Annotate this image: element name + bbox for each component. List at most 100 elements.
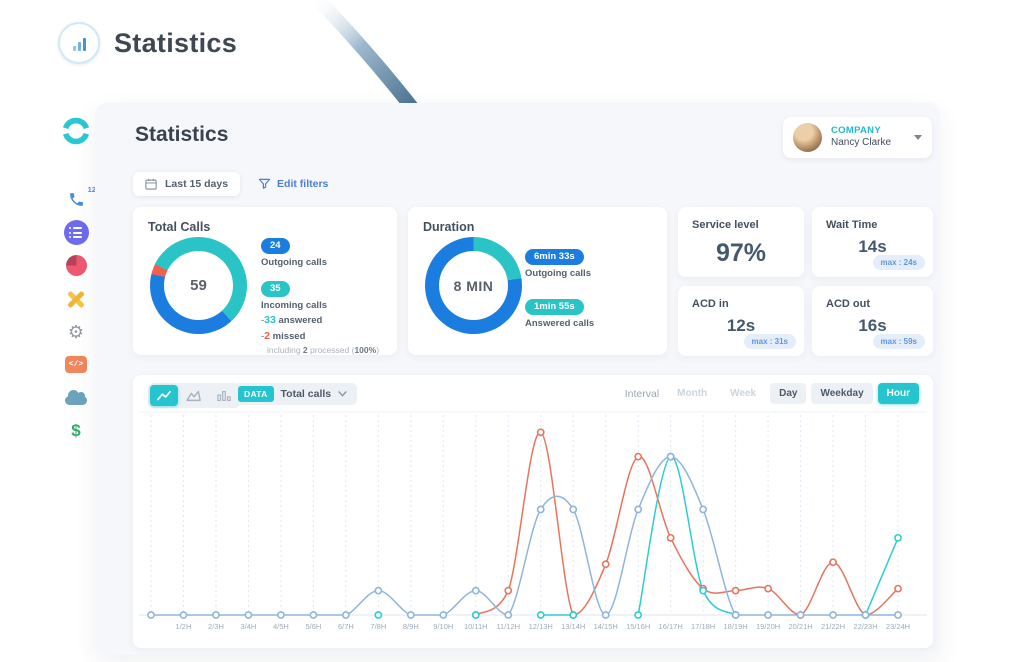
wait-time-value: 14s — [858, 237, 887, 256]
service-level-value: 97% — [715, 239, 767, 267]
gear-icon: ⚙ — [67, 321, 85, 342]
avatar — [793, 123, 822, 152]
svg-text:1/2H: 1/2H — [176, 622, 192, 631]
data-selected-value: Total calls — [280, 388, 332, 400]
interval-label: Interval — [624, 387, 660, 400]
edit-filters-button[interactable]: Edit filters — [258, 178, 328, 190]
svg-text:12/13H: 12/13H — [529, 622, 553, 631]
acd-in-max-badge: max : 31s — [743, 334, 796, 349]
sidebar-item-api[interactable]: </> — [58, 348, 94, 381]
svg-text:19/20H: 19/20H — [756, 622, 780, 631]
svg-text:7/8H: 7/8H — [370, 622, 386, 631]
svg-text:20/21H: 20/21H — [788, 622, 812, 631]
calls-count-badge: 12 — [87, 185, 96, 194]
service-level-title: Service level — [692, 219, 759, 231]
traffic-chart-card: DATA Total calls Interval Month Week Day… — [133, 375, 933, 648]
total-calls-title: Total Calls — [148, 220, 211, 234]
svg-text:2/3H: 2/3H — [208, 622, 224, 631]
crossed-swords-icon — [65, 288, 87, 310]
sidebar-item-reports[interactable] — [58, 249, 94, 282]
sidebar-item-settings[interactable]: ⚙ — [58, 315, 94, 348]
total-calls-card: Total Calls 59 24 Outgoing calls 35 Inco… — [133, 207, 397, 355]
sidebar-item-billing[interactable]: $ — [58, 414, 94, 447]
main-panel: Statistics COMPANY Nancy Clarke Last 15 … — [95, 103, 940, 655]
duration-legend: 6min 33s Outgoing calls 1min 55s Answere… — [525, 247, 594, 328]
svg-text:8/9H: 8/9H — [403, 622, 419, 631]
chart-type-bar-button[interactable] — [210, 385, 238, 406]
svg-text:21/22H: 21/22H — [821, 622, 845, 631]
app-logo-chart-icon — [58, 22, 100, 64]
svg-text:14/15H: 14/15H — [594, 622, 618, 631]
incoming-calls-label: Incoming calls — [261, 299, 327, 311]
date-range-button[interactable]: Last 15 days — [133, 172, 241, 196]
data-chip: DATA — [238, 386, 274, 402]
chart-type-switcher — [148, 383, 240, 408]
phone-icon — [69, 193, 83, 206]
list-icon — [63, 220, 89, 245]
pie-chart-icon — [65, 255, 87, 276]
wait-time-card: Wait Time 14s max : 24s — [812, 207, 933, 277]
answered-value: 33 — [264, 314, 276, 326]
svg-text:17/18H: 17/18H — [691, 622, 715, 631]
chart-toolbar: DATA Total calls Interval Month Week Day… — [133, 375, 933, 411]
answered-line: -33 answered — [261, 314, 323, 326]
duration-donut: 8 MIN — [425, 237, 522, 334]
sidebar-item-tools[interactable] — [58, 282, 94, 315]
interval-switcher: Interval Month Week Day Weekday Hour — [625, 383, 919, 404]
acd-out-value: 16s — [858, 316, 887, 335]
app-logo-title: Statistics — [114, 27, 238, 58]
svg-text:13/14H: 13/14H — [561, 622, 585, 631]
sidebar-item-cloud[interactable] — [58, 381, 94, 414]
app-logo: Statistics — [58, 22, 237, 64]
interval-day-button[interactable]: Day — [770, 383, 807, 404]
company-selector[interactable]: COMPANY Nancy Clarke — [783, 117, 932, 158]
svg-text:15/16H: 15/16H — [626, 622, 650, 631]
chevron-down-icon — [914, 135, 922, 140]
svg-text:5/6H: 5/6H — [305, 622, 321, 631]
edit-filters-label: Edit filters — [277, 178, 329, 190]
filters-bar: Last 15 days Edit filters — [133, 172, 328, 196]
duration-answered-badge: 1min 55s — [525, 299, 584, 315]
duration-center-value: 8 MIN — [439, 251, 508, 320]
interval-hour-button[interactable]: Hour — [877, 383, 919, 404]
acd-in-card: ACD in 12s max : 31s — [678, 286, 804, 356]
interval-month-button[interactable]: Month — [668, 383, 716, 404]
acd-in-value: 12s — [726, 316, 756, 335]
svg-text:18/19H: 18/19H — [724, 622, 748, 631]
acd-out-title: ACD out — [826, 298, 870, 310]
acd-out-card: ACD out 16s max : 59s — [812, 286, 933, 356]
sidebar-item-calls[interactable]: 12 — [58, 183, 96, 216]
missed-value: 2 — [264, 329, 271, 342]
duration-answered-label: Answered calls — [525, 317, 595, 329]
duration-card: Duration 8 MIN 6min 33s Outgoing calls 1… — [408, 207, 667, 355]
outgoing-calls-label: Outgoing calls — [261, 256, 327, 268]
total-calls-legend: 24 Outgoing calls 35 Incoming calls -33 … — [261, 236, 379, 355]
chart-type-area-button[interactable] — [180, 385, 208, 406]
incoming-count-badge: 35 — [261, 281, 290, 297]
sidebar-item-home[interactable] — [58, 113, 94, 149]
page-title: Statistics — [135, 123, 229, 146]
svg-text:3/4H: 3/4H — [241, 622, 257, 631]
service-level-card: Service level 97% — [678, 207, 804, 277]
svg-text:22/23H: 22/23H — [853, 622, 877, 631]
outgoing-count-badge: 24 — [261, 238, 290, 254]
duration-outgoing-badge: 6min 33s — [525, 249, 584, 265]
traffic-line-chart: 1/2H 2/3H 3/4H 4/5H 5/6H 6/7H 7/8H 8/9H 9/10H 10/… — [139, 411, 927, 631]
area-chart-icon — [186, 390, 201, 401]
interval-week-button[interactable]: Week — [721, 383, 765, 404]
total-calls-donut: 59 — [150, 237, 247, 334]
chart-type-line-button[interactable] — [150, 385, 178, 406]
code-icon: </> — [65, 356, 87, 373]
brand-logo-icon — [62, 117, 90, 145]
svg-text:10/11H: 10/11H — [464, 622, 488, 631]
date-range-label: Last 15 days — [165, 178, 229, 190]
acd-in-title: ACD in — [692, 298, 729, 310]
wait-time-title: Wait Time — [826, 219, 878, 231]
svg-text:11/12H: 11/12H — [496, 622, 520, 631]
duration-title: Duration — [423, 220, 475, 234]
sidebar-item-lists[interactable] — [58, 216, 94, 249]
processed-note: including 2 processed (100%) — [267, 345, 380, 355]
bar-chart-icon — [217, 390, 231, 401]
data-series-select[interactable]: DATA Total calls — [235, 383, 358, 405]
interval-weekday-button[interactable]: Weekday — [811, 383, 873, 404]
